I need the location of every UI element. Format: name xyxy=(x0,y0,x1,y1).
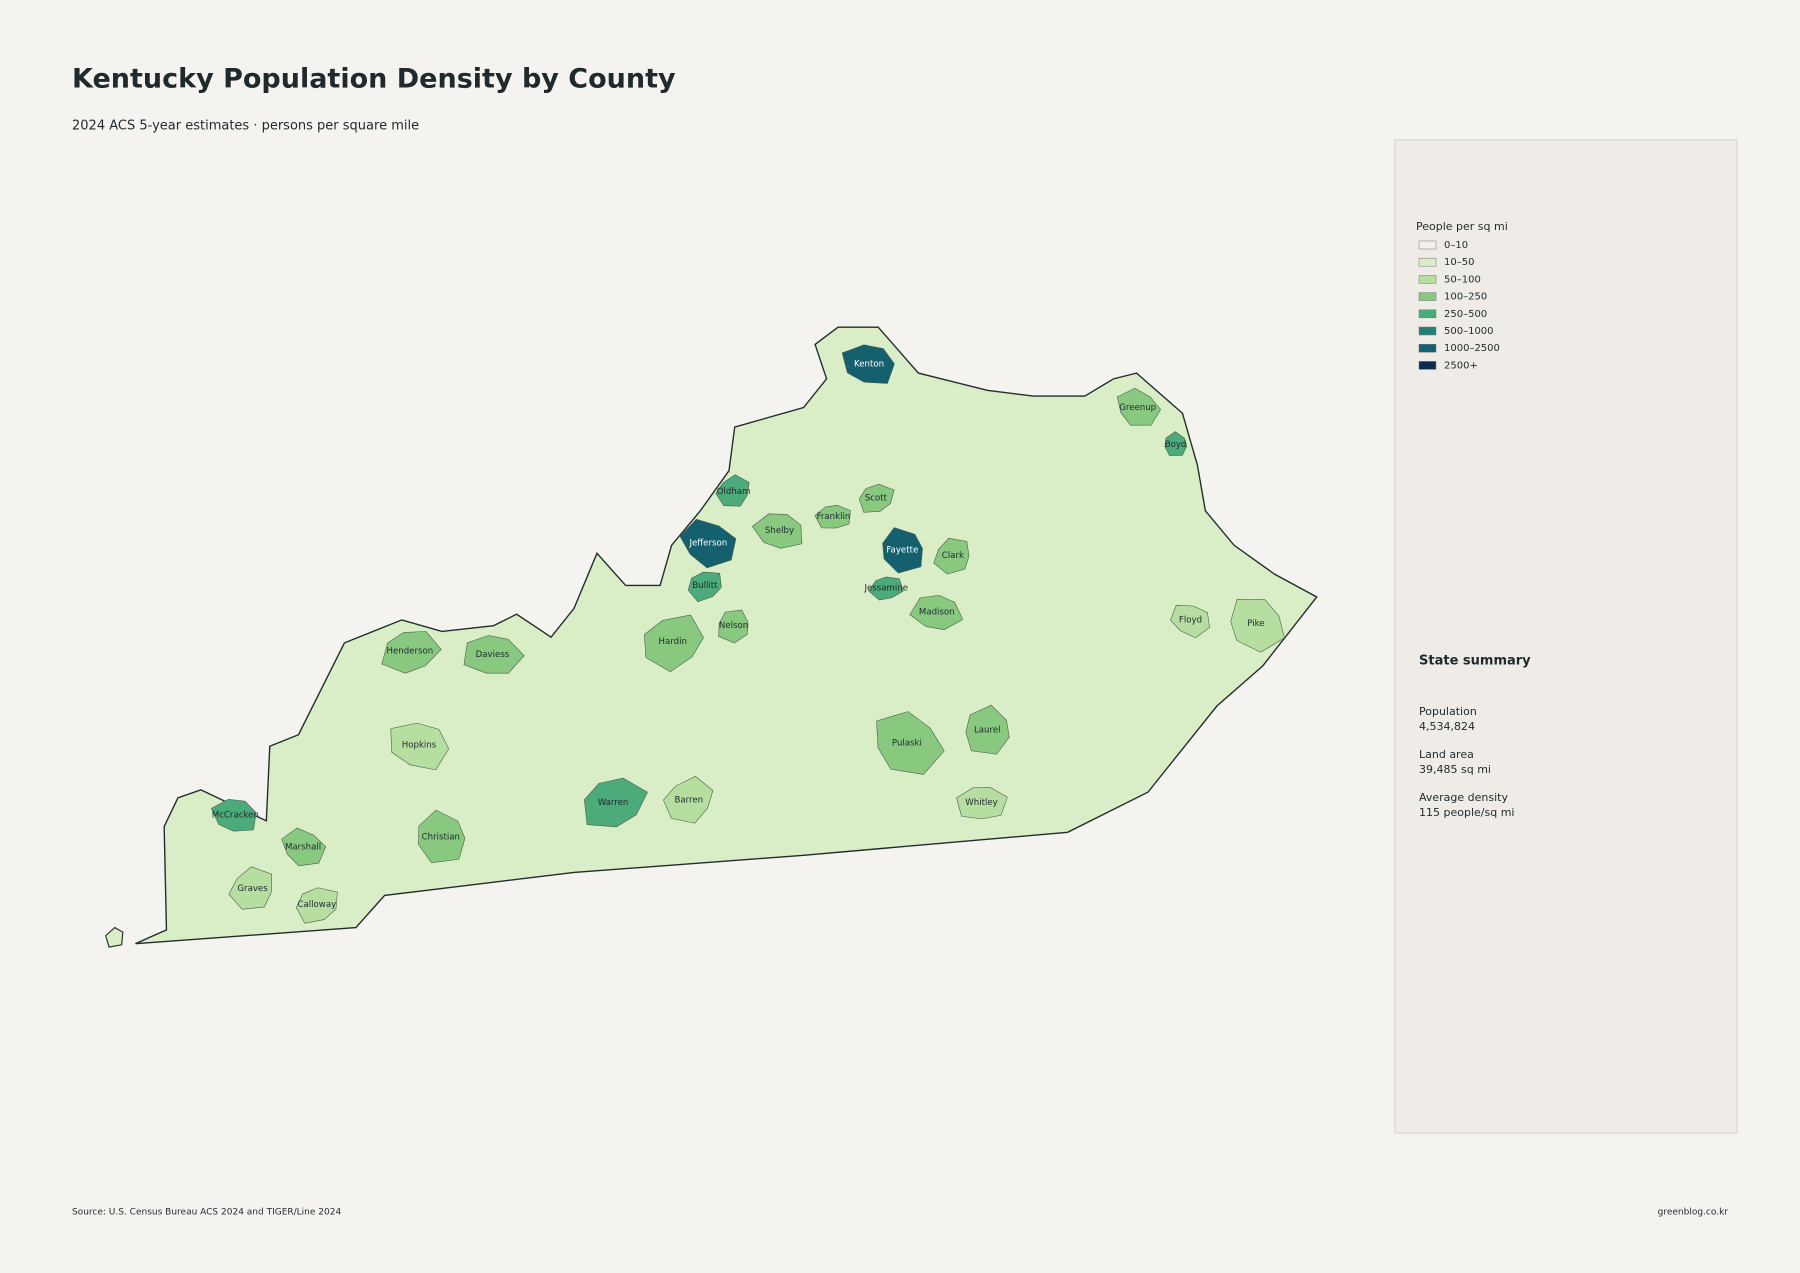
legend-swatch xyxy=(1418,275,1437,284)
legend-label: 500–1000 xyxy=(1444,326,1494,337)
county-labels: Kenton Greenup Boyd Oldham Scott Franklin Shel… xyxy=(212,359,1265,910)
county-label: Warren xyxy=(598,798,629,808)
county xyxy=(663,776,714,824)
county xyxy=(882,527,923,574)
county-label: Jefferson xyxy=(688,539,727,549)
legend-label: 100–250 xyxy=(1444,292,1487,303)
county-label: Barren xyxy=(674,796,703,806)
county xyxy=(210,798,257,832)
legend-swatch xyxy=(1418,361,1437,370)
legend-label: 0–10 xyxy=(1444,240,1468,251)
subtitle: 2024 ACS 5-year estimates · persons per … xyxy=(72,119,419,134)
legend-swatch xyxy=(1418,326,1437,336)
summary-value: 39,485 sq mi xyxy=(1419,763,1491,776)
county-label: Oldham xyxy=(717,487,751,497)
county-label: Whitley xyxy=(965,798,997,808)
legend-label: 10–50 xyxy=(1444,257,1474,268)
county xyxy=(1170,604,1210,639)
county xyxy=(956,787,1008,820)
summary: Population 4,534,824 Land area 39,485 sq mi… xyxy=(1419,705,1514,819)
county-label: Nelson xyxy=(719,621,748,631)
county xyxy=(687,571,722,603)
legend-swatch xyxy=(1418,292,1437,301)
county-label: Christian xyxy=(422,832,460,842)
county xyxy=(752,513,803,549)
county-label: Hopkins xyxy=(402,741,437,751)
county xyxy=(715,474,750,507)
county xyxy=(909,594,964,630)
county-label: Laurel xyxy=(974,726,1001,736)
summary-label: Population xyxy=(1419,705,1477,718)
legend-swatch xyxy=(1418,257,1437,267)
county-label: Pulaski xyxy=(892,738,922,748)
legend-swatch xyxy=(1418,240,1437,250)
county xyxy=(228,866,273,910)
summary-label: Average density xyxy=(1419,791,1508,804)
county xyxy=(281,827,327,867)
legend-label: 1000–2500 xyxy=(1444,343,1500,354)
county xyxy=(841,344,895,384)
county-label: Scott xyxy=(865,494,888,504)
county-shapes xyxy=(210,344,1285,924)
county-label: Hardin xyxy=(659,637,687,647)
county-label: Madison xyxy=(919,607,955,617)
county-label: Daviess xyxy=(476,650,510,660)
legend-title: People per sq mi xyxy=(1416,220,1508,233)
county xyxy=(418,809,466,864)
source: Source: U.S. Census Bureau ACS 2024 and … xyxy=(72,1208,341,1218)
county-label: Bullitt xyxy=(692,581,718,591)
county xyxy=(858,483,895,513)
county-label: Calloway xyxy=(298,900,337,910)
county-label: Henderson xyxy=(387,646,434,656)
county xyxy=(390,722,450,771)
county xyxy=(965,704,1010,755)
credit: greenblog.co.kr xyxy=(1658,1208,1729,1218)
county-label: Boyd xyxy=(1165,440,1187,450)
county xyxy=(933,537,970,575)
county xyxy=(1230,598,1285,653)
state-exclave xyxy=(104,926,124,948)
county-label: Kenton xyxy=(854,359,884,369)
county-label: Greenup xyxy=(1119,403,1156,413)
legend: People per sq mi 0–10 10–50 50–100 100–250 2… xyxy=(1416,220,1508,371)
county-label: Franklin xyxy=(817,512,851,522)
county xyxy=(463,635,525,674)
county xyxy=(1116,387,1161,426)
county-label: Graves xyxy=(237,884,268,894)
summary-value: 115 people/sq mi xyxy=(1419,806,1514,819)
county xyxy=(1164,431,1188,456)
county-label: McCracken xyxy=(212,811,259,821)
legend-swatch xyxy=(1418,309,1437,319)
summary-value: 4,534,824 xyxy=(1419,720,1475,733)
legend-swatch xyxy=(1418,343,1437,353)
county xyxy=(679,518,737,569)
county xyxy=(868,576,904,601)
county xyxy=(876,711,945,775)
county xyxy=(381,631,442,674)
legend-label: 250–500 xyxy=(1444,309,1487,320)
county-label: Jessamine xyxy=(863,583,908,593)
county-label: Pike xyxy=(1247,619,1264,629)
legend-label: 50–100 xyxy=(1444,274,1481,285)
county-label: Fayette xyxy=(886,545,918,555)
county-label: Shelby xyxy=(765,526,794,536)
legend-label: 2500+ xyxy=(1444,360,1478,371)
summary-title: State summary xyxy=(1419,654,1531,669)
county xyxy=(718,609,749,644)
county xyxy=(644,614,704,673)
summary-label: Land area xyxy=(1419,748,1474,761)
county-label: Floyd xyxy=(1179,615,1202,625)
counties: Kenton Greenup Boyd Oldham Scott Franklin Shel… xyxy=(210,344,1285,924)
side-panel xyxy=(1394,139,1738,1134)
county xyxy=(814,505,851,529)
county xyxy=(584,777,648,828)
map: Kenton Greenup Boyd Oldham Scott Franklin Shel… xyxy=(104,326,1318,948)
county xyxy=(295,887,338,924)
county-label: Marshall xyxy=(285,843,321,853)
title: Kentucky Population Density by County xyxy=(72,64,676,95)
county-label: Clark xyxy=(942,551,964,561)
